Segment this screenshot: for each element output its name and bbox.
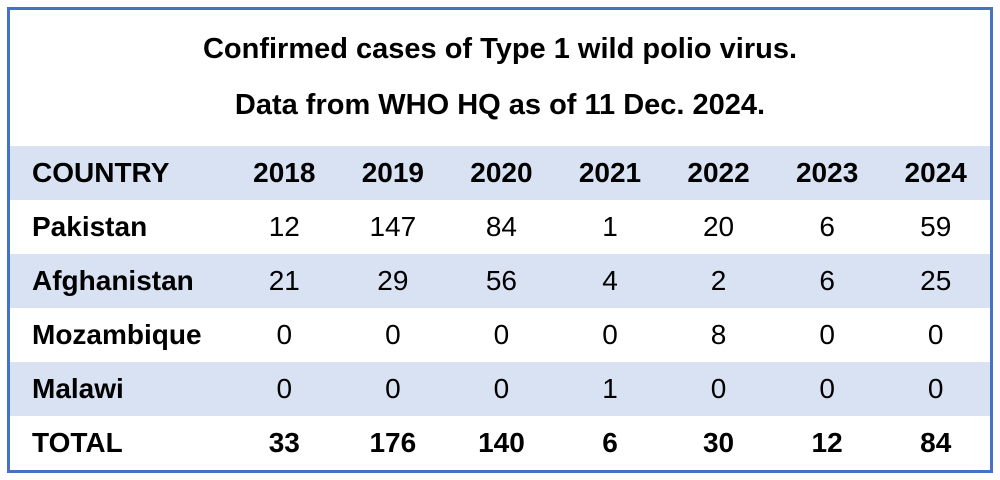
table-cell: 4	[602, 265, 618, 296]
table-cell: 6	[819, 211, 835, 242]
table-cell: 59	[920, 211, 952, 242]
column-header-country: COUNTRY	[32, 157, 170, 188]
table-cell: 147	[369, 211, 417, 242]
table-cell: 56	[485, 265, 517, 296]
table-cell: 30	[702, 427, 735, 458]
polio-cases-table: Confirmed cases of Type 1 wild polio vir…	[7, 7, 993, 473]
country-name: Mozambique	[32, 319, 202, 350]
table-title: Confirmed cases of Type 1 wild polio vir…	[10, 10, 990, 146]
table-cell: 0	[710, 373, 727, 404]
total-label: TOTAL	[32, 427, 123, 458]
table-row-total: TOTAL 33 176 140 6 30 12 84	[10, 416, 990, 470]
table-cell: 0	[819, 373, 835, 404]
column-header-2018: 2018	[253, 157, 316, 188]
table-cell: 0	[602, 319, 618, 350]
table-cell: 0	[927, 373, 944, 404]
country-name: Afghanistan	[32, 265, 194, 296]
column-header-2019: 2019	[361, 157, 424, 188]
column-header-2022: 2022	[687, 157, 750, 188]
country-name: Pakistan	[32, 211, 148, 242]
table-cell: 84	[485, 211, 517, 242]
table-cell: 0	[493, 319, 510, 350]
table-cell: 20	[702, 211, 735, 242]
table-cell: 33	[268, 427, 300, 458]
table-cell: 12	[268, 211, 300, 242]
table-cell: 84	[920, 427, 952, 458]
table-cell: 8	[710, 319, 727, 350]
table-cell: 0	[493, 373, 510, 404]
header-row: COUNTRY 2018 2019 2020 2021 2022 2023 20…	[10, 146, 990, 200]
table-cell: 25	[920, 265, 952, 296]
table-row-afghanistan: Afghanistan 21 29 56 4 2 6 25	[10, 254, 990, 308]
country-name: Malawi	[32, 373, 124, 404]
table-cell: 1	[602, 211, 618, 242]
table-cell: 2	[710, 265, 727, 296]
table-row-pakistan: Pakistan 12 147 84 1 20 6 59	[10, 200, 990, 254]
table-row-mozambique: Mozambique 0 0 0 0 8 0 0	[10, 308, 990, 362]
table-cell: 0	[819, 319, 835, 350]
table-cell: 29	[377, 265, 409, 296]
table-cell: 1	[602, 373, 618, 404]
table-row-malawi: Malawi 0 0 0 1 0 0 0	[10, 362, 990, 416]
table-cell: 21	[268, 265, 300, 296]
table-cell: 0	[385, 319, 401, 350]
table-cell: 0	[385, 373, 401, 404]
table-cell: 140	[478, 427, 525, 458]
title-line-1: Confirmed cases of Type 1 wild polio vir…	[202, 33, 798, 66]
column-header-2021: 2021	[578, 157, 642, 188]
table-cell: 6	[602, 427, 618, 458]
table-cell: 6	[819, 265, 835, 296]
title-line-2: Data from WHO HQ as of 11 Dec. 2024.	[234, 89, 766, 121]
column-header-2024: 2024	[904, 157, 967, 188]
table-cell: 0	[276, 373, 293, 404]
table-cell: 0	[276, 319, 293, 350]
column-header-2023: 2023	[795, 157, 859, 188]
table-cell: 0	[927, 319, 944, 350]
table-cell: 12	[811, 427, 843, 458]
table-cell: 176	[369, 427, 417, 458]
column-header-2020: 2020	[470, 157, 533, 188]
